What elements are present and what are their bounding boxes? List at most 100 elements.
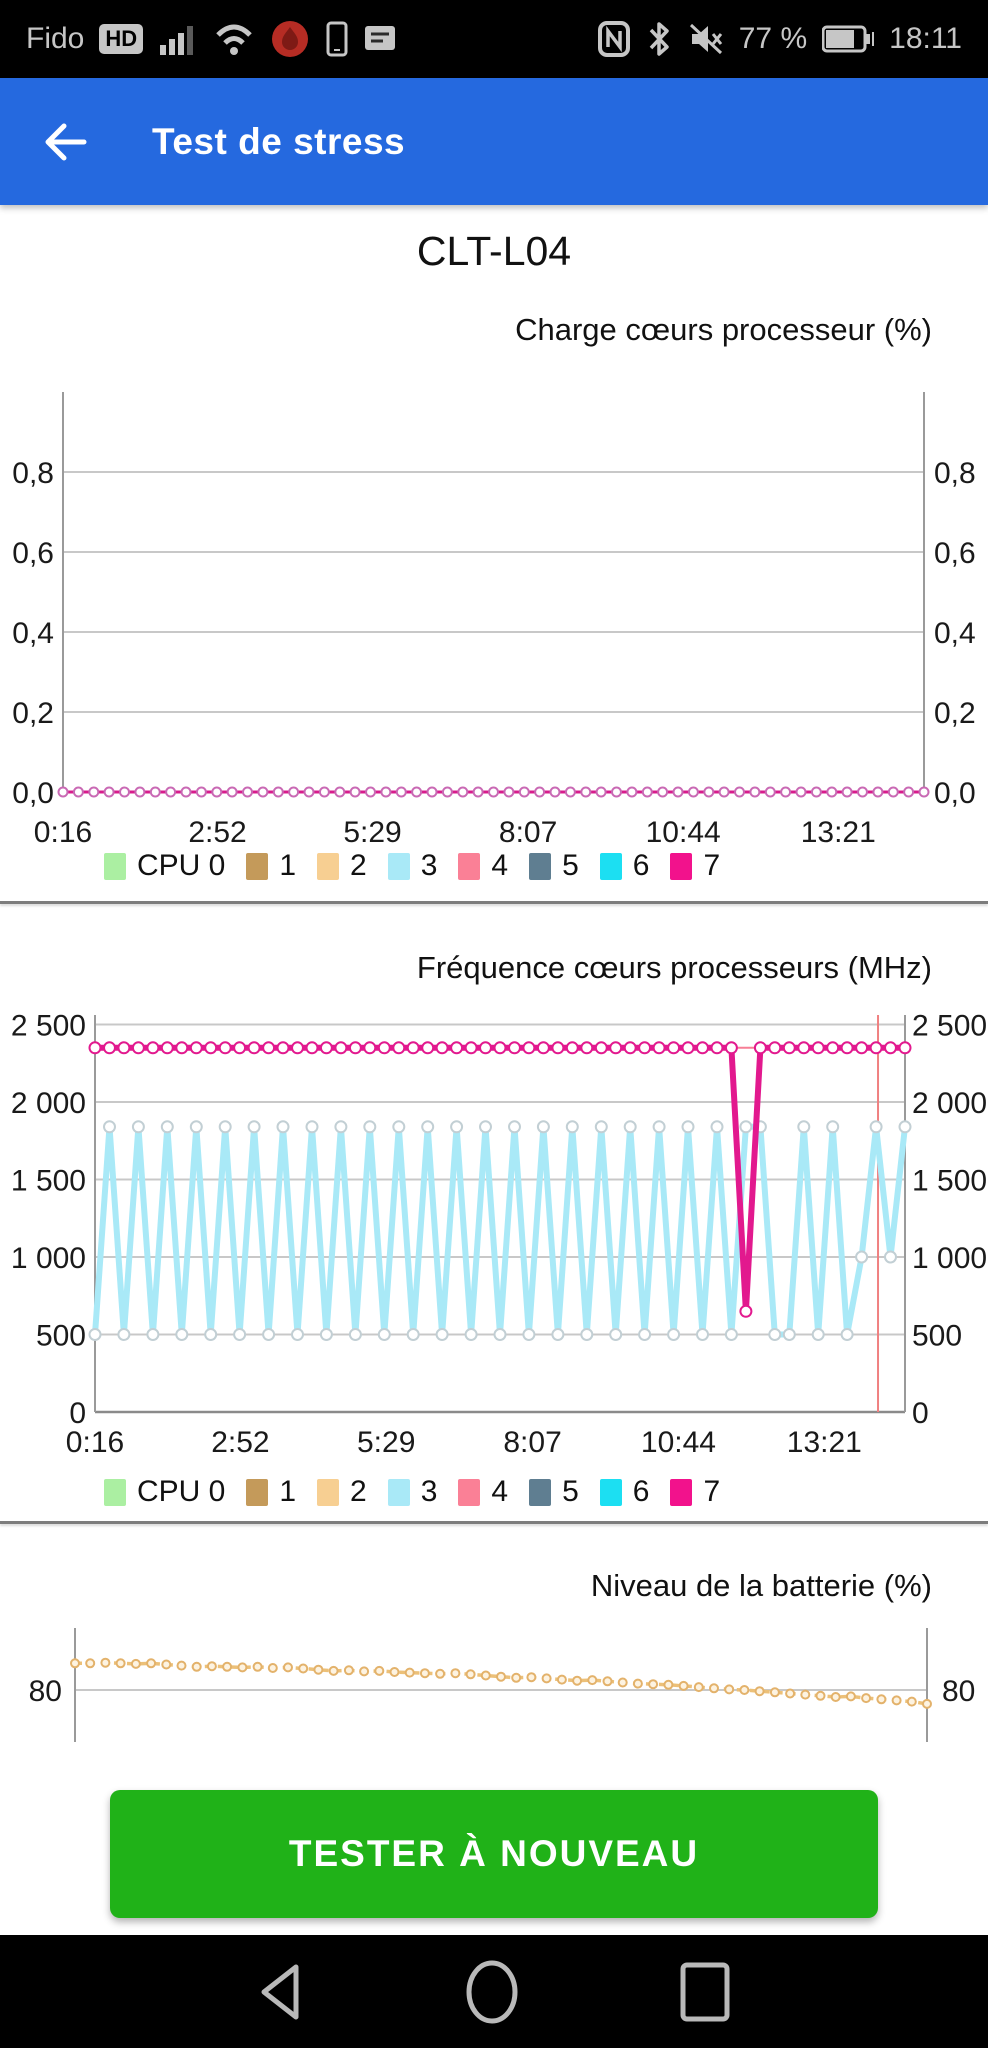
data-point-marker xyxy=(681,1120,695,1134)
data-point-marker xyxy=(313,1664,324,1675)
data-point-marker xyxy=(450,1120,464,1134)
data-point-marker xyxy=(534,786,546,798)
data-point-marker xyxy=(191,1661,202,1672)
data-point-marker xyxy=(564,786,576,798)
data-point-marker xyxy=(85,1658,96,1669)
data-point-marker xyxy=(693,1682,704,1693)
data-point-marker xyxy=(115,1658,126,1669)
y-axis-label-left: 0 xyxy=(69,1397,86,1430)
legend-item: 4 xyxy=(458,1475,508,1509)
nav-home-icon[interactable] xyxy=(464,1959,520,2025)
legend-item: 2 xyxy=(317,849,367,883)
data-point-marker xyxy=(377,1328,391,1341)
data-point-marker xyxy=(472,786,484,798)
data-point-marker xyxy=(146,1658,157,1669)
data-point-marker xyxy=(70,1658,80,1669)
y-axis-label-left: 0,4 xyxy=(12,617,54,650)
data-point-marker xyxy=(572,1675,583,1686)
legend-label: 6 xyxy=(632,849,650,882)
legend-label: CPU 0 xyxy=(137,1475,226,1508)
legend-color-chip xyxy=(317,852,340,880)
device-model-title: CLT-L04 xyxy=(416,228,572,274)
data-point-marker xyxy=(496,1671,506,1682)
page-title: Test de stress xyxy=(152,120,406,162)
data-point-marker xyxy=(898,1041,912,1055)
data-point-marker xyxy=(421,1041,435,1055)
data-point-marker xyxy=(226,786,238,798)
data-point-marker xyxy=(374,1665,385,1676)
data-point-marker xyxy=(652,1120,666,1134)
data-point-marker xyxy=(826,1120,840,1134)
data-point-marker xyxy=(710,1041,724,1055)
legend-color-chip xyxy=(670,1478,693,1506)
data-point-marker xyxy=(318,786,330,798)
data-point-marker xyxy=(146,1041,160,1055)
data-point-marker xyxy=(117,1328,131,1341)
legend-color-chip xyxy=(246,852,269,880)
data-point-marker xyxy=(611,786,622,798)
legend-item: 3 xyxy=(387,1475,437,1509)
retry-test-button[interactable]: TESTER À NOUVEAU xyxy=(110,1790,878,1918)
data-point-marker xyxy=(298,1663,309,1674)
back-arrow-icon[interactable] xyxy=(42,119,88,165)
data-point-marker xyxy=(303,786,315,798)
nav-recents-icon[interactable] xyxy=(678,1961,732,2023)
data-point-marker xyxy=(826,786,838,798)
data-point-marker xyxy=(663,1679,674,1690)
data-point-marker xyxy=(609,1328,623,1341)
legend-item: 2 xyxy=(317,1475,367,1509)
status-bar-right: 77 % 18:11 xyxy=(597,20,962,58)
legend-color-chip xyxy=(599,1478,622,1506)
wifi-icon xyxy=(216,24,252,55)
nav-back-icon[interactable] xyxy=(256,1961,306,2023)
data-point-marker xyxy=(348,1041,362,1055)
data-point-marker xyxy=(815,1690,826,1701)
legend-item: 6 xyxy=(599,849,650,883)
data-point-marker xyxy=(749,786,761,798)
data-point-marker xyxy=(810,786,822,798)
data-point-marker xyxy=(363,1120,377,1134)
data-point-marker xyxy=(464,1328,478,1341)
legend-label: 4 xyxy=(491,1475,509,1508)
data-point-marker xyxy=(811,1328,825,1341)
data-point-marker xyxy=(887,786,899,798)
legend-label: 2 xyxy=(350,1475,367,1508)
legend-color-chip xyxy=(246,1478,269,1506)
data-point-marker xyxy=(617,1677,628,1688)
data-point-marker xyxy=(464,1041,478,1055)
data-point-marker xyxy=(508,1041,521,1055)
y-axis-label-right: 2 500 xyxy=(912,1010,987,1043)
data-point-marker xyxy=(88,786,100,798)
data-point-marker xyxy=(503,786,515,798)
data-point-marker xyxy=(840,1328,854,1341)
data-point-marker xyxy=(435,1328,449,1341)
legend-color-chip xyxy=(529,1478,552,1506)
data-point-marker xyxy=(609,1041,623,1055)
data-point-marker xyxy=(161,1659,172,1670)
y-axis-label-right: 0,4 xyxy=(934,617,976,650)
data-point-marker xyxy=(218,1120,232,1134)
data-point-marker xyxy=(377,1041,391,1055)
y-axis-label-right: 1 000 xyxy=(912,1242,987,1275)
legend-item: 5 xyxy=(529,849,579,883)
android-nav-bar xyxy=(0,1935,988,2048)
x-axis-label: 13:21 xyxy=(801,816,876,849)
data-point-marker xyxy=(233,1041,247,1055)
data-point-marker xyxy=(703,786,715,798)
data-point-marker xyxy=(734,786,745,798)
data-point-marker xyxy=(218,1041,232,1055)
y-axis-label-right: 500 xyxy=(912,1320,962,1353)
y-axis-label-left: 1 500 xyxy=(11,1165,86,1198)
data-point-marker xyxy=(288,786,300,798)
legend-item: CPU 0 xyxy=(104,1475,225,1509)
data-point-marker xyxy=(922,1698,932,1709)
sms-icon xyxy=(365,26,396,50)
x-axis-label: 8:07 xyxy=(499,816,557,849)
section-divider xyxy=(0,1521,988,1524)
data-point-marker xyxy=(580,786,592,798)
status-bar-left: Fido HD xyxy=(26,19,398,59)
data-point-marker xyxy=(175,1041,189,1055)
data-point-marker xyxy=(840,1041,854,1055)
data-point-marker xyxy=(189,1120,203,1134)
data-point-marker xyxy=(319,1328,333,1341)
